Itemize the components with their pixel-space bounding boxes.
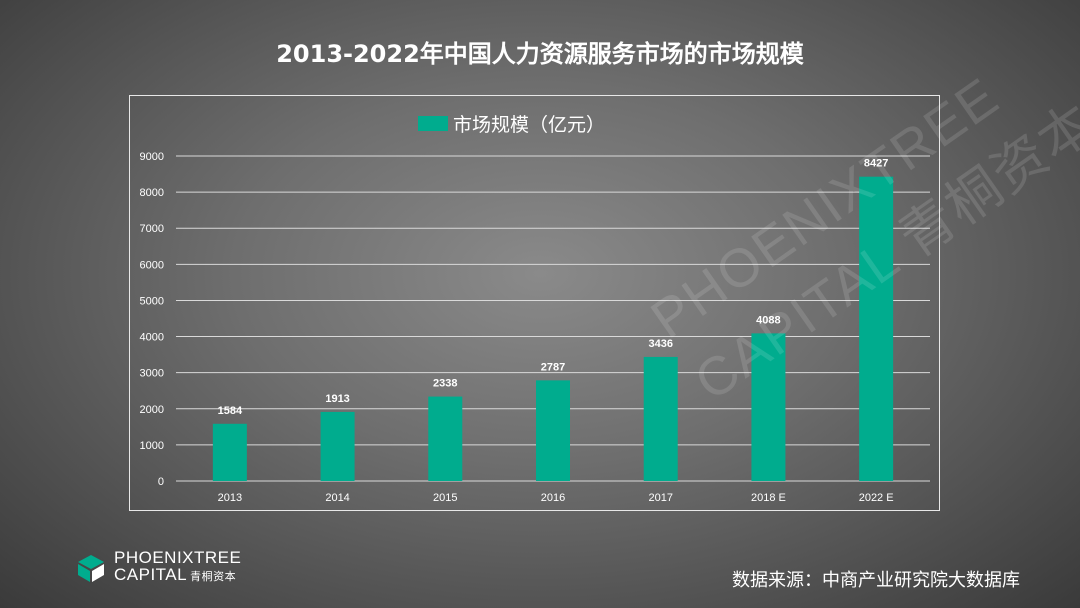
phoenixtree-cube-icon [78,554,104,582]
legend-swatch [418,116,448,131]
bar [643,356,678,481]
data-label: 2338 [433,378,457,390]
bar [751,333,786,481]
y-tick-label: 1000 [140,440,164,452]
y-tick-label: 2000 [140,404,164,416]
x-tick-label: 2014 [325,492,349,504]
logo-text-line2: CAPITAL [114,565,188,584]
data-label: 3436 [648,338,672,350]
data-label: 1913 [325,393,349,405]
logo-text-line1: PHOENIXTREE [114,548,242,567]
x-tick-label: 2013 [218,492,242,504]
bar [212,423,247,481]
bar [859,176,894,482]
y-tick-label: 8000 [140,187,164,199]
x-tick-label: 2022 E [859,492,894,504]
y-tick-label: 7000 [140,223,164,235]
company-logo: PHOENIXTREE CAPITAL 青桐资本 [76,549,241,586]
legend-label: 市场规模（亿元） [453,114,605,136]
x-tick-label: 2018 E [751,492,786,504]
data-label: 8427 [864,158,888,170]
bar-chart: 市场规模（亿元） 0 1000 2000 3000 4000 5000 6000 7000 800… [140,114,930,504]
bar [428,396,463,481]
y-tick-label: 5000 [140,295,164,307]
x-tick-label: 2017 [648,492,672,504]
y-tick-label: 6000 [140,259,164,271]
data-source: 数据来源：中商产业研究院大数据库 [732,570,1020,591]
logo-text-cn: 青桐资本 [190,571,237,583]
chart-title: 2013-2022年中国人力资源服务市场的市场规模 [276,40,804,68]
bar [536,380,570,481]
bar [320,411,355,481]
data-label: 4088 [756,314,780,326]
x-tick-label: 2016 [541,492,565,504]
y-tick-label: 0 [158,476,164,488]
x-tick-label: 2015 [433,492,457,504]
y-tick-label: 9000 [140,151,164,163]
data-label: 2787 [541,361,565,373]
data-label: 1584 [218,405,243,417]
chart-frame: 市场规模（亿元） 0 1000 2000 3000 4000 5000 6000 7000 800… [129,95,940,511]
y-tick-label: 3000 [140,368,164,380]
y-tick-label: 4000 [140,332,164,344]
